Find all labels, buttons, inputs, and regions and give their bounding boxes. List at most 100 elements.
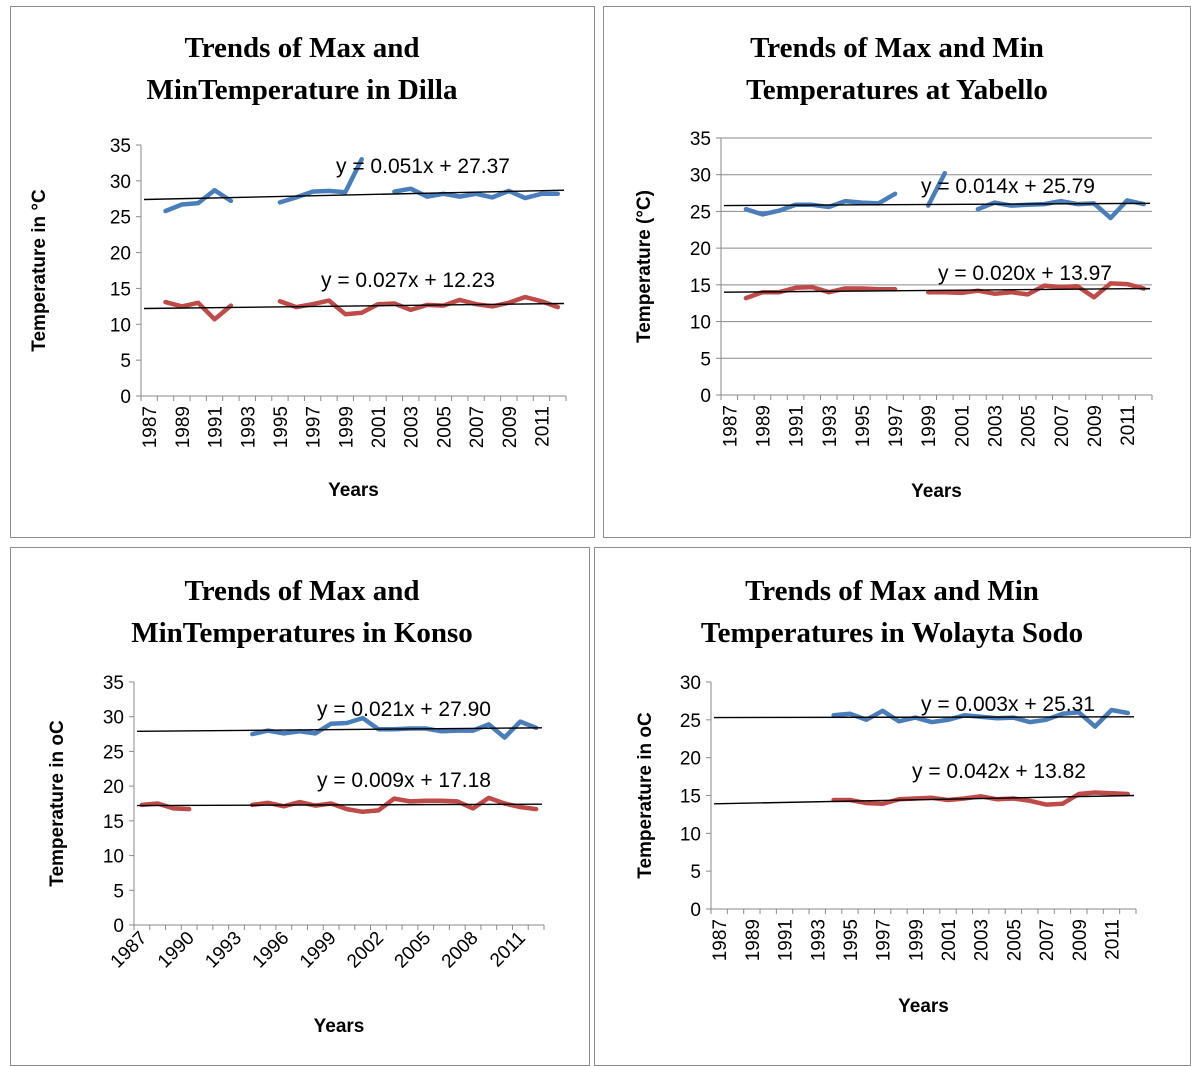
chart-panel-wolayta-sodo: Trends of Max and Min Temperatures in Wol… xyxy=(594,547,1191,1066)
x-tick-label: 2005 xyxy=(1004,919,1025,961)
chart-panel-yabello: Trends of Max and Min Temperatures at Yab… xyxy=(603,6,1191,538)
trendline-equation: y = 0.027x + 12.23 xyxy=(321,269,495,292)
y-tick-label: 10 xyxy=(110,315,131,336)
chart-title-line: Trends of Max and xyxy=(185,32,420,64)
chart-title-line: Temperatures at Yabello xyxy=(746,74,1048,106)
x-tick-label: 1991 xyxy=(787,405,808,447)
x-tick-label: 1987 xyxy=(710,919,731,961)
y-tick-label: 0 xyxy=(700,386,711,407)
x-tick-label: 2011 xyxy=(532,406,553,447)
y-tick-label: 20 xyxy=(690,239,711,260)
series-line-max xyxy=(277,157,364,205)
series-line-max xyxy=(163,187,234,214)
x-tick-label: 2005 xyxy=(391,928,436,973)
x-tick-label: 2005 xyxy=(434,406,455,448)
y-axis-label: Temperature in oC xyxy=(47,720,68,887)
y-tick-label: 20 xyxy=(680,749,701,770)
x-tick-label: 1997 xyxy=(304,406,325,448)
x-tick-label: 1999 xyxy=(906,919,927,961)
series-line-min xyxy=(277,294,561,317)
trendline xyxy=(136,803,543,807)
chart-wolayta-sodo-svg: Trends of Max and Min Temperatures in Wol… xyxy=(635,575,1137,1017)
x-axis-label: Years xyxy=(911,481,962,502)
x-tick-label: 2001 xyxy=(939,919,960,961)
y-tick-label: 35 xyxy=(110,136,131,157)
x-tick-label: 1991 xyxy=(776,919,797,961)
x-tick-label: 1993 xyxy=(820,405,841,447)
y-tick-label: 15 xyxy=(680,787,701,808)
chart-konso-svg: Trends of Max and MinTemperatures in Kons… xyxy=(47,575,545,1037)
y-tick-label: 35 xyxy=(103,673,124,694)
trendline-equation: y = 0.020x + 13.97 xyxy=(938,262,1112,285)
trendline-equation: y = 0.021x + 27.90 xyxy=(317,698,491,721)
trendline xyxy=(713,716,1135,719)
x-tick-label: 2011 xyxy=(1118,405,1139,446)
x-tick-label: 2003 xyxy=(402,406,423,448)
y-tick-label: 10 xyxy=(680,824,701,845)
x-tick-label: 2008 xyxy=(438,928,483,973)
x-tick-label: 1990 xyxy=(154,928,199,973)
y-tick-label: 30 xyxy=(110,172,131,193)
series-line-min xyxy=(743,284,898,301)
x-tick-label: 2007 xyxy=(1037,919,1058,961)
chart-title-line: MinTemperature in Dilla xyxy=(147,74,458,106)
x-tick-label: 1989 xyxy=(173,406,194,448)
trendline-equation: y = 0.014x + 25.79 xyxy=(921,175,1095,198)
x-tick-label: 1997 xyxy=(874,919,895,961)
trendline xyxy=(143,302,565,310)
x-tick-label: 2002 xyxy=(343,928,388,973)
y-tick-label: 30 xyxy=(690,166,711,187)
x-axis-label: Years xyxy=(328,480,379,501)
chart-title-line: MinTemperatures in Konso xyxy=(131,617,473,649)
trendline-equation: y = 0.042x + 13.82 xyxy=(912,760,1086,783)
y-tick-label: 0 xyxy=(113,916,124,937)
chart-title-line: Temperatures in Wolayta Sodo xyxy=(701,617,1083,649)
chart-dilla-svg: Trends of Max and MinTemperature in Dilla… xyxy=(29,32,567,501)
x-tick-label: 2001 xyxy=(952,405,973,447)
x-tick-label: 1989 xyxy=(753,405,774,447)
x-tick-label: 1999 xyxy=(336,406,357,448)
x-tick-label: 2005 xyxy=(1019,405,1040,447)
y-tick-label: 0 xyxy=(120,387,131,408)
x-tick-label: 2009 xyxy=(500,406,521,448)
trendline xyxy=(136,727,543,732)
y-tick-label: 20 xyxy=(103,777,124,798)
trendline-equation: y = 0.009x + 17.18 xyxy=(317,769,491,792)
chart-yabello-svg: Trends of Max and Min Temperatures at Yab… xyxy=(634,32,1153,502)
x-tick-label: 1987 xyxy=(140,406,161,448)
y-tick-label: 25 xyxy=(680,711,701,732)
y-tick-label: 10 xyxy=(690,313,711,334)
y-tick-label: 5 xyxy=(700,349,711,370)
trendline xyxy=(713,794,1135,805)
chart-title-line: Trends of Max and Min xyxy=(750,32,1044,64)
series-line-min xyxy=(139,801,192,812)
x-tick-label: 1997 xyxy=(886,405,907,447)
x-tick-label: 2003 xyxy=(986,405,1007,447)
y-axis-label: Temperature in °C xyxy=(29,189,50,352)
y-tick-label: 35 xyxy=(690,129,711,150)
x-tick-label: 1999 xyxy=(296,928,341,973)
x-tick-label: 2009 xyxy=(1085,405,1106,447)
series-line-min xyxy=(163,299,234,322)
y-tick-label: 0 xyxy=(690,900,701,921)
x-tick-label: 2007 xyxy=(467,406,488,448)
y-axis-label: Temperature in oC xyxy=(635,712,656,879)
y-tick-label: 15 xyxy=(103,812,124,833)
y-tick-label: 25 xyxy=(110,208,131,229)
y-tick-label: 5 xyxy=(690,862,701,883)
series-line-min xyxy=(831,790,1131,807)
trendline xyxy=(723,287,1151,293)
x-axis-label: Years xyxy=(898,996,949,1017)
y-tick-label: 15 xyxy=(690,276,711,297)
x-tick-label: 2009 xyxy=(1070,919,1091,961)
y-axis-label: Temperature (°C) xyxy=(634,190,655,343)
x-tick-label: 2001 xyxy=(369,406,390,448)
chart-title-line: Trends of Max and Min xyxy=(745,575,1039,607)
trendline xyxy=(723,202,1151,207)
x-tick-label: 1999 xyxy=(919,405,940,447)
y-tick-label: 20 xyxy=(110,244,131,265)
x-tick-label: 1995 xyxy=(271,406,292,448)
trendline-equation: y = 0.051x + 27.37 xyxy=(336,155,510,178)
x-axis-label: Years xyxy=(314,1016,365,1037)
y-tick-label: 25 xyxy=(103,742,124,763)
